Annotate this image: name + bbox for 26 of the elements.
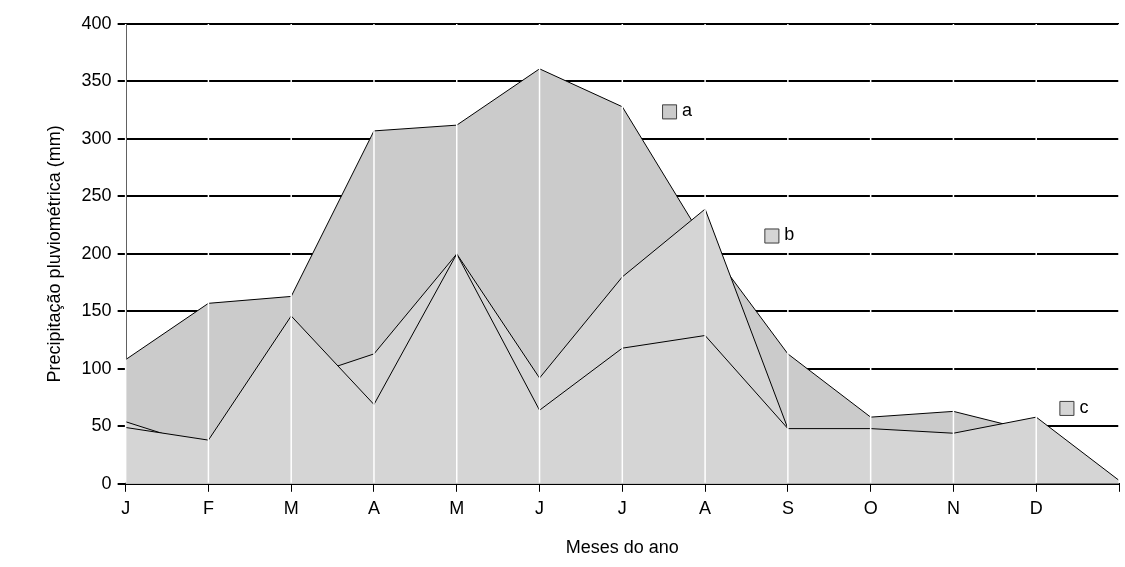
x-tick-label: A <box>367 497 380 518</box>
y-tick-label: 0 <box>101 472 112 493</box>
x-tick-label: A <box>699 497 712 518</box>
y-tick-label: 250 <box>81 185 112 206</box>
y-tick-label: 350 <box>81 70 112 91</box>
x-tick-label: J <box>121 497 131 518</box>
x-tick-label: M <box>449 497 465 518</box>
x-tick-label: J <box>617 497 627 518</box>
y-tick-label: 50 <box>91 415 112 436</box>
y-tick-label: 100 <box>81 357 112 378</box>
x-tick-label: N <box>946 497 960 518</box>
x-tick-label: F <box>202 497 214 518</box>
y-tick-label: 400 <box>81 12 112 33</box>
legend-label: b <box>784 224 795 245</box>
legend-label: c <box>1079 396 1089 417</box>
x-tick-label: D <box>1029 497 1043 518</box>
y-axis-title: Precipitação pluviométrica (mm) <box>43 125 64 383</box>
x-tick-label: J <box>535 497 545 518</box>
y-tick-label: 150 <box>81 300 112 321</box>
legend-label: a <box>682 100 694 121</box>
x-axis-title: Meses do ano <box>565 537 679 558</box>
x-tick-label: O <box>863 497 878 518</box>
y-tick-label: 200 <box>81 242 112 263</box>
y-tick-label: 300 <box>81 127 112 148</box>
x-tick-label: M <box>283 497 299 518</box>
x-tick-label: S <box>781 497 794 518</box>
